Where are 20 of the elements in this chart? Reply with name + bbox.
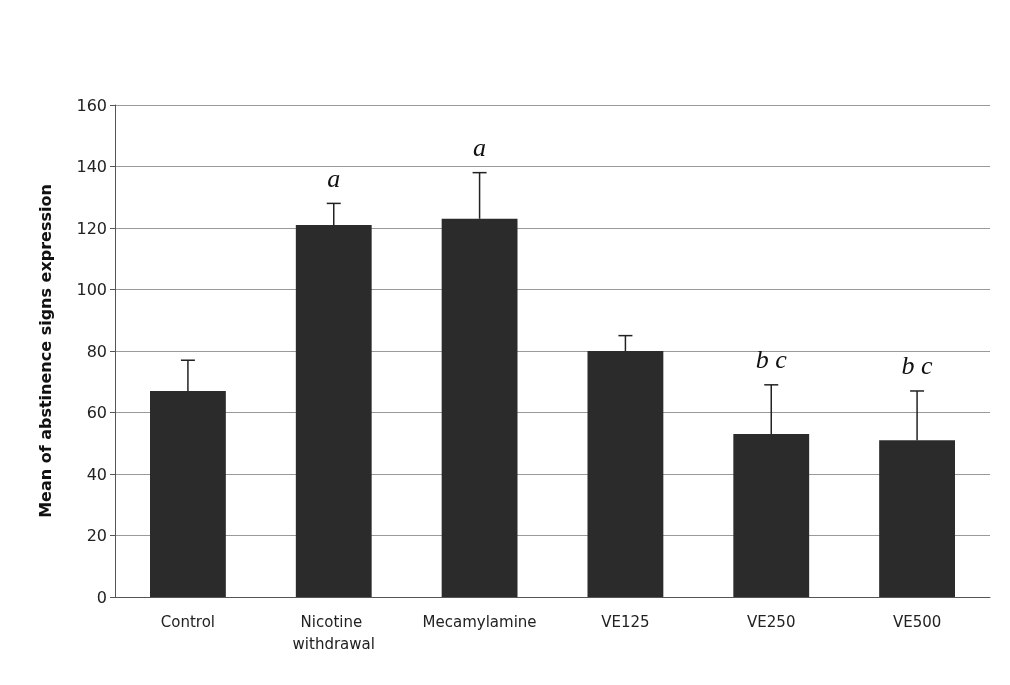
x-tick-label: Mecamylamine	[422, 613, 537, 631]
x-tick-label: Nicotine withdrawal	[292, 613, 375, 653]
y-tick-label: 100	[76, 280, 107, 299]
y-tick-label: 120	[76, 218, 107, 238]
y-tick-label: 60	[86, 403, 107, 422]
y-tick-label: 20	[86, 526, 107, 545]
data-label: a	[327, 163, 341, 193]
x-tick-label: VE125	[601, 613, 650, 631]
y-axis-title: Mean of abstinence signs expression	[35, 184, 55, 518]
data-label: b c	[755, 345, 788, 375]
y-tick-label: 40	[86, 464, 107, 484]
y-tick-label: 140	[76, 157, 107, 176]
x-tick-label: VE500	[892, 613, 942, 631]
y-tick-label: 160	[76, 95, 107, 115]
x-tick-label: VE250	[747, 613, 796, 631]
x-tick-label: Control	[160, 613, 216, 631]
data-label: b c	[901, 351, 934, 381]
y-tick-label: 80	[86, 341, 107, 361]
y-tick-label: 0	[96, 587, 107, 607]
data-label: a	[473, 133, 487, 163]
